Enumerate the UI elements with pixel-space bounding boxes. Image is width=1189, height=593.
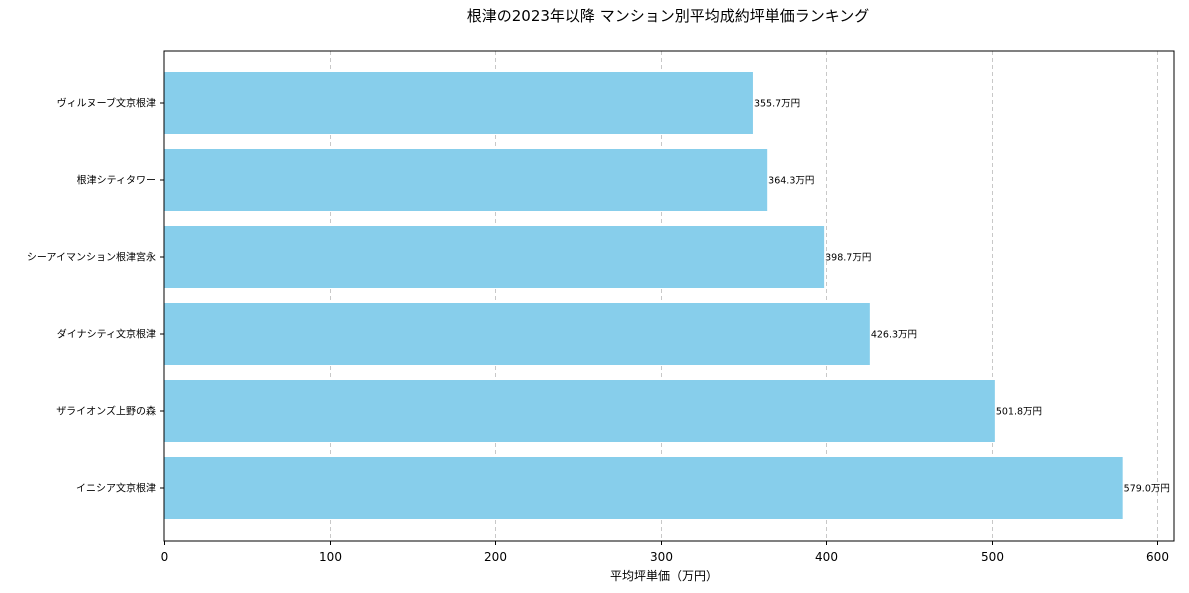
bar xyxy=(164,380,995,442)
y-tick-label: 根津シティタワー xyxy=(77,174,156,187)
x-axis-label: 平均坪単価（万円） xyxy=(610,569,718,583)
x-tick-label: 100 xyxy=(319,550,342,564)
bar-value-label: 355.7万円 xyxy=(754,99,800,110)
x-tick-label: 400 xyxy=(815,550,838,564)
x-axis-ticks: 0 100 200 300 400 500 600 xyxy=(161,541,1169,564)
bar-value-label: 579.0万円 xyxy=(1124,484,1170,495)
y-tick-label: シーアイマンション根津宮永 xyxy=(27,251,156,264)
bar-value-label: 501.8万円 xyxy=(996,407,1042,418)
chart-title: 根津の2023年以降 マンション別平均成約坪単価ランキング xyxy=(467,7,870,25)
bar-value-label: 364.3万円 xyxy=(768,176,814,187)
y-axis-ticks: ヴィルヌーブ文京根津根津シティタワーシーアイマンション根津宮永ダイナシティ文京根… xyxy=(27,97,164,495)
y-tick-label: イニシア文京根津 xyxy=(76,482,156,495)
bars xyxy=(164,72,1123,519)
x-tick-label: 0 xyxy=(161,550,169,564)
y-tick-label: ダイナシティ文京根津 xyxy=(57,328,156,341)
bar xyxy=(164,303,870,365)
plot-frame xyxy=(163,50,1175,542)
bar-value-label: 426.3万円 xyxy=(871,330,917,341)
x-tick-label: 200 xyxy=(484,550,507,564)
x-tick-label: 500 xyxy=(981,550,1004,564)
y-tick-label: ザライオンズ上野の森 xyxy=(56,405,156,418)
x-tick-label: 300 xyxy=(650,550,673,564)
bar xyxy=(164,72,753,134)
bar xyxy=(164,226,825,288)
x-tick-label: 600 xyxy=(1146,550,1169,564)
bar xyxy=(164,457,1123,519)
y-tick-label: ヴィルヌーブ文京根津 xyxy=(57,97,156,110)
bar-value-label: 398.7万円 xyxy=(825,253,871,264)
bar xyxy=(164,149,768,211)
value-labels: 355.7万円 364.3万円 398.7万円 426.3万円 501.8万円 579.0… xyxy=(754,99,1170,495)
